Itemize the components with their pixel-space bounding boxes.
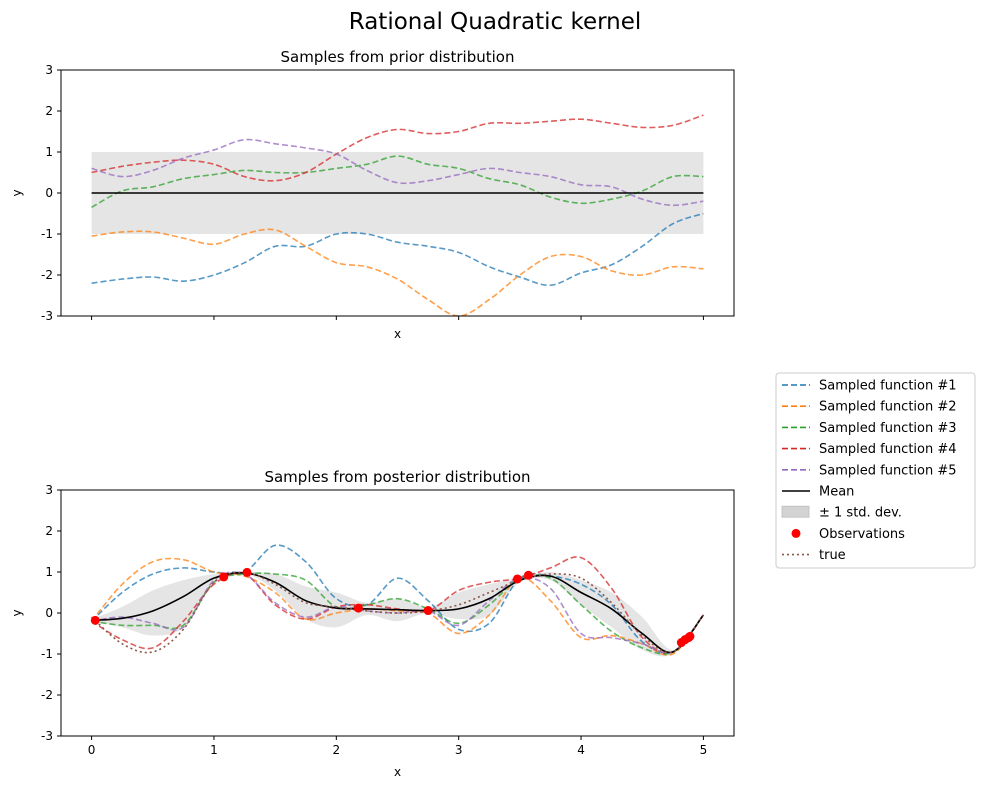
y-tick-label: -1 [41,647,53,661]
y-tick-label: -3 [41,729,53,743]
legend-label-s5: Sampled function #5 [819,463,957,478]
series-line-s2 [90,557,705,656]
y-tick-label: 0 [45,186,53,200]
prior-chart: Samples from prior distribution -3 -2 -1 0 1 2… [10,48,735,341]
x-tick-label: 5 [700,743,708,757]
legend-label-s1: Sampled function #1 [819,379,957,394]
y-tick-label: 1 [45,145,53,159]
y-tick-label: -3 [41,309,53,323]
legend-label-true: true [819,548,846,563]
y-tick-label: 3 [45,63,53,77]
observation-point [242,567,252,577]
legend: Sampled function #1 Sampled function #2 Sa… [775,372,976,569]
series-line-mean [91,571,705,654]
observation-point [512,574,522,584]
observation-point [219,572,229,582]
legend-label-mean: Mean [819,485,854,500]
y-tick-label: -2 [41,688,53,702]
y-tick-label: 0 [45,606,53,620]
legend-frame [775,372,976,569]
observation-point [90,615,100,625]
legend-label-band: ± 1 std. dev. [819,506,902,521]
y-tick-label: 2 [45,104,53,118]
legend-label-s2: Sampled function #2 [819,400,957,415]
observation-point [353,603,363,613]
x-tick-label: 2 [332,743,340,757]
x-axis-label: x [394,765,401,779]
series-line-s5 [91,571,705,654]
y-tick-label: 2 [45,524,53,538]
series-line-s2 [91,228,704,317]
y-tick-label: -2 [41,268,53,282]
y-tick-label: 3 [45,483,53,497]
legend-swatch-obs [791,528,801,538]
y-tick-label: 1 [45,565,53,579]
x-tick-label: 4 [577,743,585,757]
posterior-chart: Samples from posterior distribution -3 -2 -… [10,468,735,779]
legend-label-s3: Sampled function #3 [819,421,957,436]
observation-point [523,570,533,580]
y-axis-label: y [10,189,24,196]
series-line-s1 [91,544,705,655]
figure-suptitle: Rational Quadratic kernel [349,9,642,35]
y-tick-label: -1 [41,227,53,241]
series-line-s3 [91,572,705,655]
observation-point [423,606,433,616]
legend-label-s4: Sampled function #4 [819,442,957,457]
observation-point [685,631,695,641]
y-axis-label: y [10,609,24,616]
chart-title: Samples from posterior distribution [264,468,530,486]
x-tick-label: 0 [88,743,96,757]
series-line-s4 [91,556,705,654]
legend-label-obs: Observations [819,527,905,542]
chart-title: Samples from prior distribution [281,48,515,66]
series-line-s3 [91,155,704,209]
x-axis-label: x [394,327,401,341]
x-tick-label: 1 [210,743,218,757]
x-tick-label: 3 [455,743,463,757]
std-band [91,571,704,657]
legend-swatch-band [781,505,810,518]
series-line-s5 [91,138,704,207]
series-line-s4 [91,114,704,182]
